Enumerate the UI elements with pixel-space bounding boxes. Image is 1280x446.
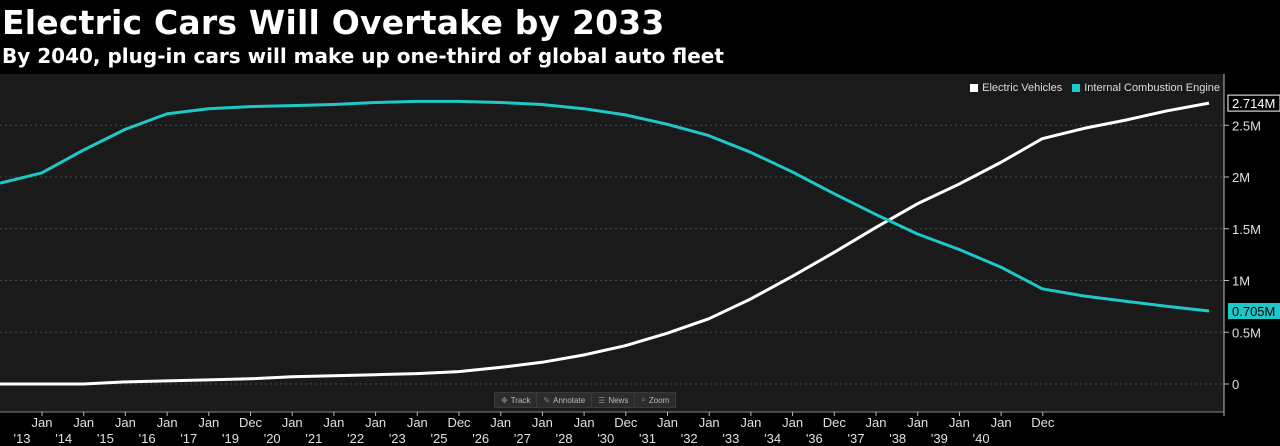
news-button[interactable]: ☰ News bbox=[592, 393, 636, 407]
x-tick-label-year: '16 bbox=[139, 431, 156, 446]
x-tick-label-month: Dec bbox=[239, 415, 263, 430]
legend-item-ice[interactable]: Internal Combustion Engine bbox=[1072, 82, 1220, 94]
x-tick-label-month: Jan bbox=[407, 415, 428, 430]
y-tick-label: 0 bbox=[1232, 377, 1239, 392]
x-tick-label-month: Jan bbox=[657, 415, 678, 430]
x-tick-label-month: Jan bbox=[115, 415, 136, 430]
x-tick-label-month: Jan bbox=[323, 415, 344, 430]
plot-area bbox=[0, 74, 1224, 412]
legend-item-ev[interactable]: Electric Vehicles bbox=[970, 82, 1062, 94]
zoom-button[interactable]: ⌕ Zoom bbox=[635, 393, 675, 407]
x-tick-label-month: Jan bbox=[365, 415, 386, 430]
chart-subtitle: By 2040, plug-in cars will make up one-t… bbox=[2, 44, 724, 68]
x-tick-label-year: '19 bbox=[222, 431, 239, 446]
x-tick-label-year: '34 bbox=[764, 431, 781, 446]
series-line-ev[interactable] bbox=[0, 101, 1210, 386]
x-tick-label-month: Jan bbox=[782, 415, 803, 430]
x-tick-label-year: '13 bbox=[14, 431, 31, 446]
last-value-label: 2.714M bbox=[1232, 96, 1275, 111]
last-value-box bbox=[1227, 94, 1280, 112]
line-chart[interactable]: 00.5M1M1.5M2M2.5MJan'13Jan'14Jan'15Jan'1… bbox=[0, 74, 1280, 446]
x-tick-label-month: Dec bbox=[447, 415, 471, 430]
series-line-ice[interactable] bbox=[0, 99, 1210, 313]
x-tick-label-month: Dec bbox=[823, 415, 847, 430]
x-tick-label-month: Jan bbox=[198, 415, 219, 430]
x-tick-label-month: Jan bbox=[32, 415, 53, 430]
x-tick-label-month: Jan bbox=[73, 415, 94, 430]
chart-title: Electric Cars Will Overtake by 2033 bbox=[2, 3, 665, 42]
x-tick-label-month: Jan bbox=[532, 415, 553, 430]
legend-label-ice: Internal Combustion Engine bbox=[1084, 82, 1220, 94]
x-tick-label-year: '40 bbox=[973, 431, 990, 446]
zoom-label: Zoom bbox=[648, 395, 670, 405]
x-tick-label-month: Jan bbox=[490, 415, 511, 430]
x-tick-label-year: '26 bbox=[472, 431, 489, 446]
x-tick-label-year: '28 bbox=[556, 431, 573, 446]
x-tick-label-year: '33 bbox=[722, 431, 739, 446]
x-tick-label-year: '37 bbox=[848, 431, 865, 446]
y-tick-label: 1M bbox=[1232, 274, 1250, 289]
x-tick-label-year: '23 bbox=[389, 431, 406, 446]
annotate-icon: ✎ bbox=[543, 395, 551, 405]
y-tick-label: 0.5M bbox=[1232, 325, 1261, 340]
x-tick-label-month: Jan bbox=[907, 415, 928, 430]
x-tick-label-month: Jan bbox=[282, 415, 303, 430]
last-value-box bbox=[1228, 303, 1280, 320]
x-tick-label-year: '14 bbox=[55, 431, 72, 446]
chart-legend: Electric Vehicles Internal Combustion En… bbox=[970, 82, 1220, 94]
x-tick-label-month: Jan bbox=[574, 415, 595, 430]
x-tick-label-year: '36 bbox=[806, 431, 823, 446]
x-tick-label-year: '31 bbox=[639, 431, 656, 446]
x-tick-label-month: Jan bbox=[740, 415, 761, 430]
x-tick-label-year: '32 bbox=[681, 431, 698, 446]
legend-swatch-ev bbox=[970, 84, 979, 92]
x-tick-label-year: '20 bbox=[264, 431, 281, 446]
x-tick-label-month: Jan bbox=[949, 415, 970, 430]
x-tick-label-month: Jan bbox=[866, 415, 887, 430]
annotate-label: Annotate bbox=[553, 395, 586, 405]
legend-swatch-ice bbox=[1072, 84, 1081, 92]
x-tick-label-year: '27 bbox=[514, 431, 531, 446]
x-tick-label-month: Jan bbox=[699, 415, 720, 430]
x-tick-label-year: '17 bbox=[180, 431, 197, 446]
annotate-button[interactable]: ✎ Annotate bbox=[537, 393, 593, 407]
x-tick-label-month: Dec bbox=[614, 415, 638, 430]
x-tick-label-year: '21 bbox=[305, 431, 322, 446]
x-tick-label-year: '39 bbox=[931, 431, 948, 446]
y-tick-label: 1.5M bbox=[1232, 222, 1261, 237]
x-tick-label-year: '15 bbox=[97, 431, 114, 446]
last-value-label: 0.705M bbox=[1232, 304, 1275, 319]
y-tick-label: 2M bbox=[1232, 170, 1250, 185]
chart-toolbar: ✥ Track ✎ Annotate ☰ News ⌕ Zoom bbox=[494, 392, 677, 408]
y-tick-label: 2.5M bbox=[1232, 118, 1261, 133]
track-icon: ✥ bbox=[501, 395, 508, 405]
legend-label-ev: Electric Vehicles bbox=[982, 82, 1063, 94]
track-label: Track bbox=[510, 395, 531, 405]
zoom-icon: ⌕ bbox=[641, 395, 646, 404]
x-tick-label-year: '30 bbox=[597, 431, 614, 446]
x-tick-label-year: '22 bbox=[347, 431, 364, 446]
x-tick-label-month: Dec bbox=[1031, 415, 1055, 430]
news-label: News bbox=[608, 395, 629, 405]
x-tick-label-month: Jan bbox=[157, 415, 178, 430]
news-icon: ☰ bbox=[598, 395, 606, 405]
x-tick-label-month: Jan bbox=[991, 415, 1012, 430]
x-tick-label-year: '25 bbox=[431, 431, 448, 446]
x-tick-label-year: '38 bbox=[889, 431, 906, 446]
track-button[interactable]: ✥ Track bbox=[495, 393, 538, 407]
